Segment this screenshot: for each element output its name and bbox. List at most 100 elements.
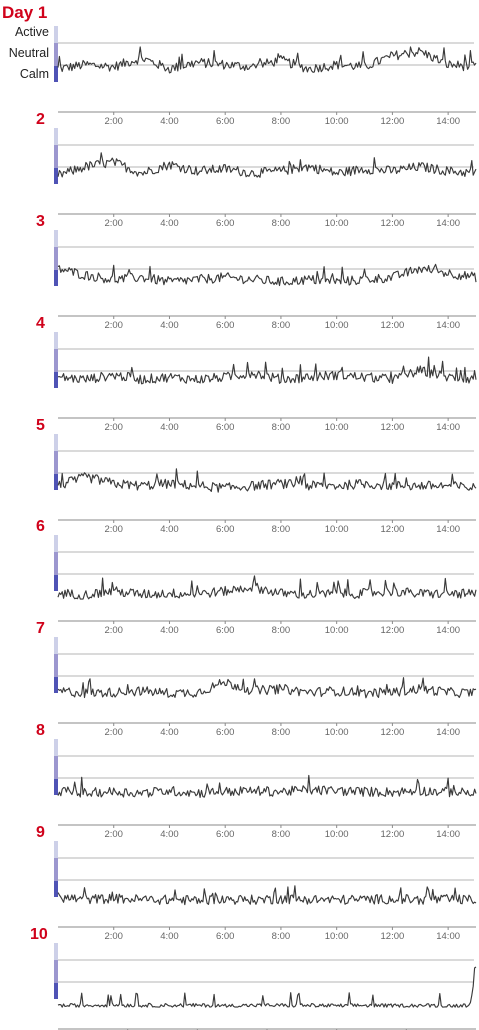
level-bar-segment: [54, 881, 58, 897]
x-tick-label: 10:00: [325, 116, 349, 127]
level-bar-segment: [54, 779, 58, 795]
day-label: 9: [36, 824, 45, 841]
x-tick-label: 4:00: [160, 524, 179, 535]
day-panel: Day 1 Active Neutral Calm 2:00 4:00 6:00 8:00 10…: [2, 3, 477, 127]
x-tick-label: 8:00: [272, 931, 291, 942]
level-bar-segment: [54, 637, 58, 654]
level-bar-segment: [54, 230, 58, 247]
x-tick-label: 2:00: [104, 931, 123, 942]
x-tick-label: 10:00: [325, 524, 349, 535]
x-tick-label: 8:00: [272, 727, 291, 738]
day-panel: 4 2:00 4:00 6:00 8:00 10:00 12:00 14:00: [36, 315, 477, 433]
x-tick-label: 14:00: [436, 116, 460, 127]
level-bar-segment: [54, 451, 58, 474]
day-label: 7: [36, 620, 45, 637]
day-label: Day 1: [2, 3, 47, 22]
level-bar-segment: [54, 168, 58, 184]
level-bar-segment: [54, 575, 58, 591]
x-tick-label: 12:00: [381, 524, 405, 535]
x-tick-label: 6:00: [216, 320, 235, 331]
x-tick-label: 12:00: [381, 931, 405, 942]
x-tick-label: 8:00: [272, 422, 291, 433]
level-bar-segment: [54, 841, 58, 858]
x-tick-label: 12:00: [381, 727, 405, 738]
day-label: 5: [36, 417, 45, 434]
x-tick-label: 2:00: [104, 320, 123, 331]
x-tick-label: 6:00: [216, 931, 235, 942]
x-tick-label: 14:00: [436, 524, 460, 535]
x-tick-label: 10:00: [325, 422, 349, 433]
x-tick-label: 10:00: [325, 625, 349, 636]
x-tick-label: 12:00: [381, 625, 405, 636]
activity-series: [57, 356, 477, 385]
x-tick-label: 4:00: [160, 320, 179, 331]
level-bar-segment: [54, 247, 58, 270]
x-tick-label: 4:00: [160, 727, 179, 738]
x-tick-label: 6:00: [216, 422, 235, 433]
activity-series: [57, 263, 477, 287]
activity-series: [57, 468, 477, 493]
day-label: 8: [36, 722, 45, 739]
x-tick-label: 12:00: [381, 422, 405, 433]
x-tick-label: 2:00: [104, 625, 123, 636]
x-tick-label: 12:00: [381, 320, 405, 331]
level-bar-segment: [54, 474, 58, 490]
day-label: 6: [36, 518, 45, 535]
day-panel: 2 2:00 4:00 6:00 8:00 10:00 12:00 14:00: [36, 111, 477, 229]
x-tick-label: 10:00: [325, 931, 349, 942]
x-tick-label: 8:00: [272, 320, 291, 331]
x-tick-label: 8:00: [272, 524, 291, 535]
level-bar-segment: [54, 66, 58, 82]
x-tick-label: 6:00: [216, 829, 235, 840]
activity-series: [57, 966, 477, 1008]
level-bar-segment: [54, 983, 58, 999]
x-tick-label: 8:00: [272, 829, 291, 840]
level-bar-segment: [54, 434, 58, 451]
x-tick-label: 8:00: [272, 116, 291, 127]
x-tick-label: 14:00: [436, 625, 460, 636]
x-tick-label: 2:00: [104, 727, 123, 738]
x-tick-label: 14:00: [436, 727, 460, 738]
level-bar-segment: [54, 535, 58, 552]
x-tick-label: 14:00: [436, 320, 460, 331]
level-bar-segment: [54, 349, 58, 372]
x-tick-label: 10:00: [325, 727, 349, 738]
level-bar-segment: [54, 145, 58, 168]
x-tick-label: 6:00: [216, 625, 235, 636]
day-panel: 5 2:00 4:00 6:00 8:00 10:00 12:00 14:00: [36, 417, 477, 535]
x-tick-label: 6:00: [216, 727, 235, 738]
x-tick-label: 4:00: [160, 625, 179, 636]
level-bar-segment: [54, 739, 58, 756]
x-tick-label: 4:00: [160, 422, 179, 433]
level-label: Neutral: [9, 46, 49, 60]
x-tick-label: 8:00: [272, 218, 291, 229]
day-panel: 9 2:00 4:00 6:00 8:00 10:00 12:00 14:00: [36, 824, 477, 942]
day-label: 3: [36, 213, 45, 230]
x-tick-label: 10:00: [325, 320, 349, 331]
x-tick-label: 2:00: [104, 218, 123, 229]
level-bar-segment: [54, 858, 58, 881]
level-bar-segment: [54, 756, 58, 779]
day-label: 4: [36, 315, 45, 332]
x-tick-label: 2:00: [104, 829, 123, 840]
level-label: Calm: [20, 67, 49, 81]
x-tick-label: 14:00: [436, 218, 460, 229]
level-bar-segment: [54, 677, 58, 693]
x-tick-label: 4:00: [160, 931, 179, 942]
level-bar-segment: [54, 943, 58, 960]
x-tick-label: 8:00: [272, 625, 291, 636]
day-panel: 3 2:00 4:00 6:00 8:00 10:00 12:00 14:00: [36, 213, 477, 331]
x-tick-label: 6:00: [216, 524, 235, 535]
day-panel: 8 2:00 4:00 6:00 8:00 10:00 12:00 14:00: [36, 722, 477, 840]
x-tick-label: 10:00: [325, 218, 349, 229]
x-tick-label: 14:00: [436, 931, 460, 942]
activity-series: [57, 575, 477, 600]
x-tick-label: 2:00: [104, 116, 123, 127]
day-panel: 6 2:00 4:00 6:00 8:00 10:00 12:00 14:00: [36, 518, 477, 636]
x-tick-label: 12:00: [381, 829, 405, 840]
level-label: Active: [15, 25, 49, 39]
day-label: 10: [30, 926, 48, 943]
x-tick-label: 4:00: [160, 829, 179, 840]
